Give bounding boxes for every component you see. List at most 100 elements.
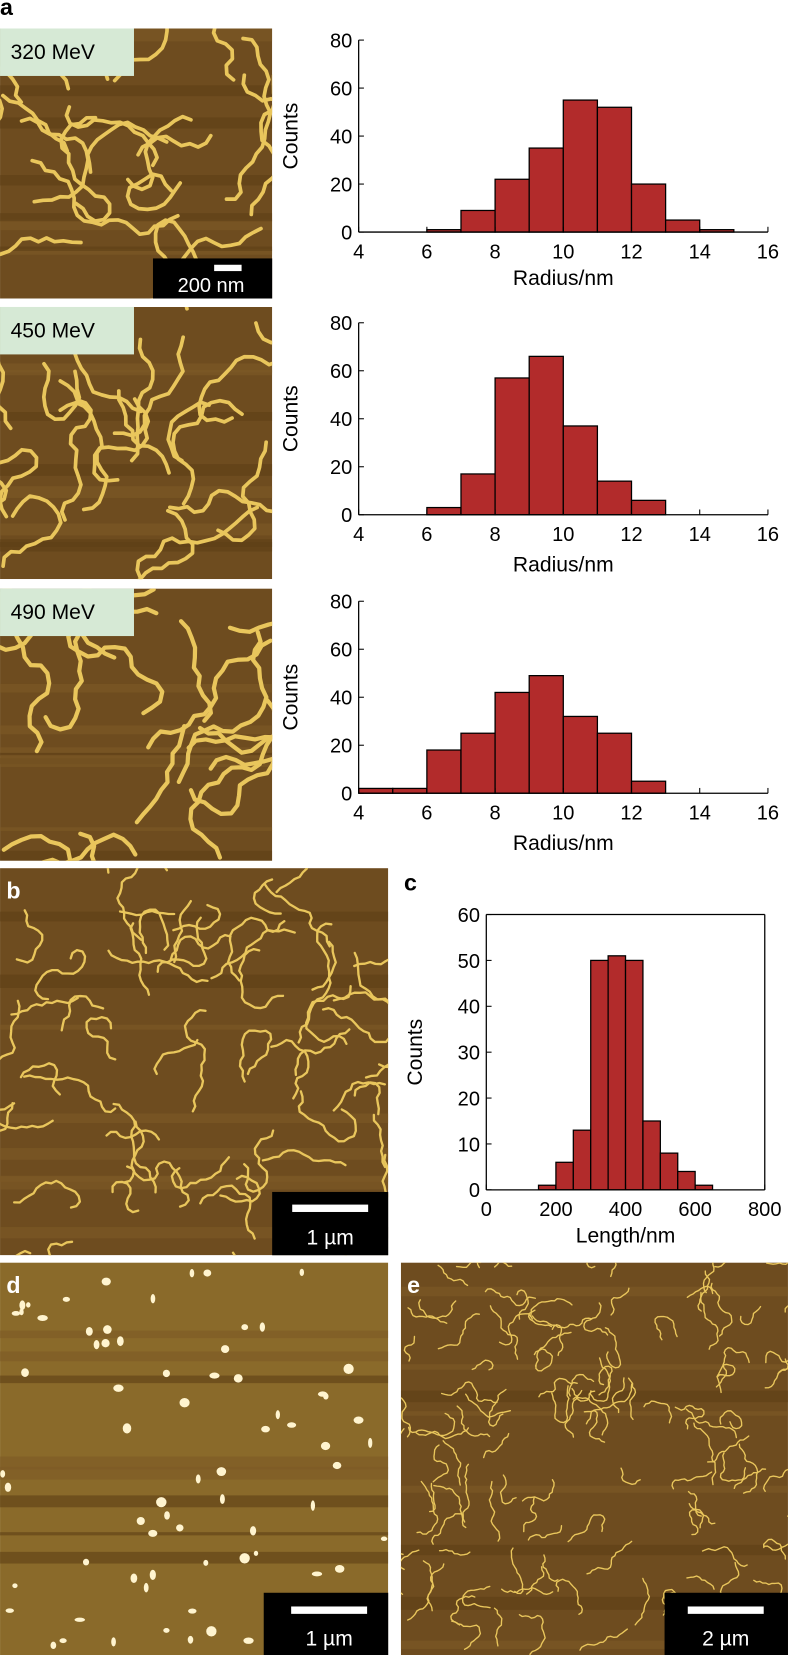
particle <box>335 1565 344 1573</box>
particle <box>163 1370 170 1377</box>
x-tick-label: 4 <box>353 803 364 825</box>
x-tick-label: 16 <box>757 241 779 263</box>
particle <box>21 1368 29 1377</box>
x-tick-label: 4 <box>353 241 364 263</box>
particle <box>344 1364 354 1374</box>
x-tick-label: 8 <box>490 803 501 825</box>
bar <box>461 474 495 515</box>
scale-bar <box>688 1606 764 1613</box>
bar <box>666 220 700 232</box>
particle <box>102 1278 111 1286</box>
y-tick-label: 80 <box>330 30 352 52</box>
scale-label: 200 nm <box>178 275 245 297</box>
x-tick-label: 4 <box>353 524 364 546</box>
scan-stripe <box>0 1114 388 1124</box>
image-label: 320 MeV <box>11 41 95 64</box>
bar <box>632 781 666 793</box>
bar <box>461 210 495 232</box>
x-tick-label: 6 <box>421 524 432 546</box>
bar <box>539 1185 556 1190</box>
particle <box>12 1583 17 1588</box>
particle <box>311 1500 315 1510</box>
particle <box>190 1269 195 1277</box>
particle <box>113 1384 123 1391</box>
scan-stripe <box>0 247 272 251</box>
y-tick-label: 60 <box>330 640 352 662</box>
particle <box>19 1309 23 1316</box>
particle <box>239 1553 249 1563</box>
particle <box>287 1422 296 1428</box>
x-tick-label: 12 <box>620 524 642 546</box>
particle <box>26 1302 30 1307</box>
particle <box>188 1608 196 1613</box>
particle <box>117 1336 124 1346</box>
scan-stripe <box>0 912 388 922</box>
particle <box>221 1345 229 1353</box>
scan-stripe <box>0 827 272 831</box>
particle <box>254 1551 258 1556</box>
bar <box>626 960 643 1189</box>
molecule <box>493 1237 525 1266</box>
scale-bar <box>291 1606 367 1613</box>
x-tick-label: 200 <box>539 1199 572 1221</box>
bar <box>597 481 631 515</box>
particle <box>144 1583 149 1593</box>
image-label: 490 MeV <box>11 601 95 624</box>
particle <box>148 1530 157 1537</box>
x-axis-label: Radius/nm <box>513 832 614 855</box>
x-tick-label: 14 <box>689 803 711 825</box>
bar <box>529 356 563 514</box>
scan-stripe <box>0 1025 388 1030</box>
scan-stripe <box>0 1331 388 1339</box>
particle <box>150 1570 156 1580</box>
bar <box>461 733 495 793</box>
y-tick-label: 50 <box>458 951 480 973</box>
x-tick-label: 16 <box>757 803 779 825</box>
y-axis-label: Counts <box>279 385 302 452</box>
y-tick-label: 60 <box>458 905 480 927</box>
bar <box>678 1171 695 1189</box>
particle <box>209 1373 219 1379</box>
bar <box>556 1162 573 1190</box>
y-axis-label: Counts <box>279 103 302 170</box>
particle <box>276 1410 280 1419</box>
panel-letter: e <box>407 1272 420 1298</box>
scan-stripe <box>401 1287 788 1297</box>
bar <box>427 750 461 793</box>
particle <box>381 1537 387 1541</box>
panel-letter: d <box>6 1272 20 1298</box>
scan-stripe <box>0 464 272 476</box>
x-tick-label: 10 <box>552 803 574 825</box>
particle <box>111 1637 116 1646</box>
particle <box>196 1474 201 1483</box>
y-tick-label: 20 <box>330 736 352 758</box>
particle <box>250 1526 256 1535</box>
x-axis-label: Radius/nm <box>513 267 614 290</box>
particle <box>86 1327 93 1336</box>
particle <box>103 1325 112 1334</box>
x-axis-label: Length/nm <box>576 1225 676 1248</box>
y-tick-label: 80 <box>330 592 352 614</box>
afm-image <box>369 1229 788 1655</box>
scan-stripe <box>401 1411 788 1415</box>
y-tick-label: 10 <box>458 1134 480 1156</box>
particle <box>354 1417 364 1424</box>
particle <box>101 1339 109 1347</box>
bar <box>427 508 461 515</box>
scan-stripe <box>0 1495 388 1507</box>
bar <box>529 148 563 232</box>
particle <box>176 1524 183 1531</box>
y-tick-label: 0 <box>341 505 352 527</box>
particle <box>318 1391 327 1396</box>
scan-stripe <box>0 1467 388 1480</box>
bar <box>632 500 666 514</box>
bar <box>643 1121 660 1190</box>
bar <box>393 788 427 793</box>
x-tick-label: 10 <box>552 524 574 546</box>
particle <box>241 1324 248 1330</box>
x-tick-label: 8 <box>490 241 501 263</box>
panel-letter: c <box>404 869 417 895</box>
